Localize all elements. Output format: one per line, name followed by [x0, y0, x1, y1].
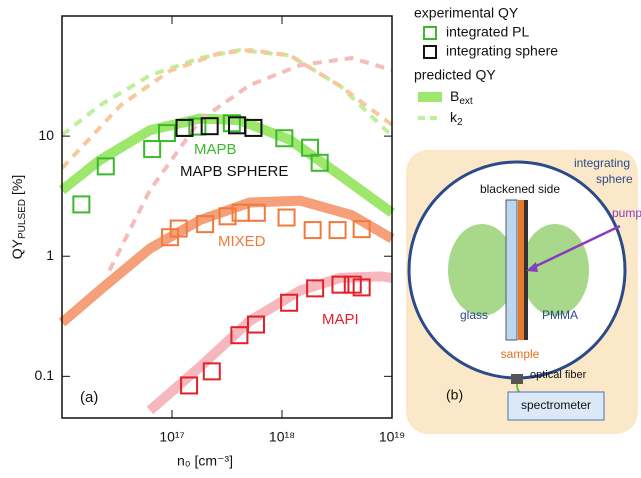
figure: integrating sphere blackened side pump g… — [0, 0, 641, 473]
y-label-unit: [%] — [9, 175, 25, 195]
marker — [279, 210, 295, 226]
curve — [150, 276, 392, 410]
panel-label: (b) — [446, 387, 463, 403]
sample — [518, 200, 524, 340]
annotation: (a) — [80, 389, 98, 406]
y-label-main: QY — [9, 238, 25, 259]
legend-swatch — [424, 46, 436, 58]
label: spectrometer — [521, 398, 591, 412]
y-axis-label: QYPULSED [%] — [9, 175, 28, 259]
label: integrating — [574, 156, 630, 170]
x-tick-label: 10¹⁹ — [379, 429, 405, 445]
label: blackened side — [480, 182, 560, 196]
y-tick-label: 0.1 — [35, 367, 55, 383]
legend-title: predicted QY — [414, 67, 496, 83]
plot — [62, 50, 392, 410]
y-tick-label: 10 — [38, 127, 54, 143]
annotation: MAPB SPHERE — [180, 163, 288, 180]
legend-entry-sub: 2 — [457, 117, 463, 128]
label: sphere — [596, 172, 633, 186]
annotation: MIXED — [218, 233, 266, 250]
legend-entry: integrated PL — [446, 24, 529, 40]
glass — [506, 200, 517, 340]
label: glass — [460, 308, 488, 322]
diagram: integrating sphere blackened side pump g… — [406, 150, 641, 434]
annotation: MAPI — [322, 311, 359, 328]
legend-entry-sub: ext — [459, 96, 473, 107]
marker — [330, 222, 346, 238]
annotation: MAPB — [194, 141, 237, 158]
legend-entry: Bext — [450, 88, 473, 107]
legend-entry: k2 — [450, 109, 463, 128]
x-tick-label: 10¹⁸ — [269, 429, 295, 445]
label: sample — [501, 347, 540, 361]
legend-title: experimental QY — [414, 5, 519, 21]
label: PMMA — [542, 308, 578, 322]
label: pump — [612, 206, 641, 220]
label: optical fiber — [530, 369, 587, 381]
legend-swatch — [424, 27, 436, 39]
y-tick-label: 1 — [46, 247, 54, 263]
legend-entry: integrating sphere — [446, 43, 558, 59]
connector — [511, 374, 523, 384]
marker — [144, 141, 160, 157]
x-axis-label: n₀ [cm⁻³] — [177, 453, 233, 469]
marker — [73, 196, 89, 212]
legend-entry-main: B — [450, 88, 459, 104]
marker — [305, 222, 321, 238]
x-tick-label: 10¹⁷ — [159, 429, 184, 445]
curve — [62, 201, 392, 323]
y-label-sub: PULSED — [17, 199, 28, 239]
